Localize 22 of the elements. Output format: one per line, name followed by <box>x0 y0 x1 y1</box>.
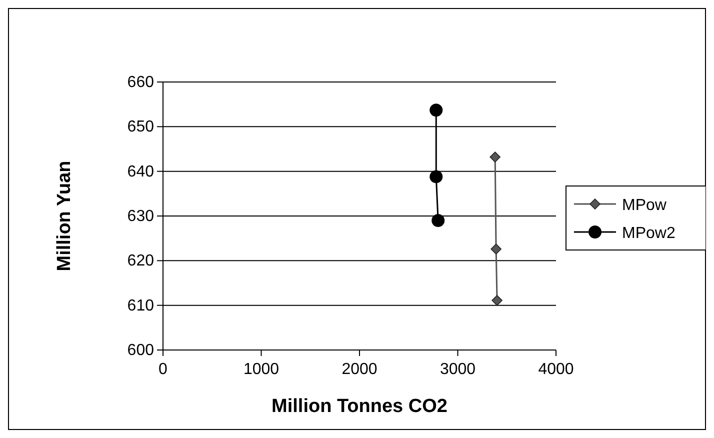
point <box>490 244 502 254</box>
y-tick-label: 640 <box>127 163 154 180</box>
point <box>430 170 443 184</box>
x-tick-label: 2000 <box>342 361 378 378</box>
y-tick-label: 650 <box>127 118 154 136</box>
point <box>490 152 500 162</box>
y-tick-label: 600 <box>127 342 154 359</box>
point <box>430 104 443 117</box>
y-tick-label: 630 <box>127 208 154 225</box>
x-tick-label: 0 <box>158 361 168 378</box>
legend-label: MPow <box>622 197 667 214</box>
x-axis-title: Million Tonnes CO2 <box>272 396 448 417</box>
x-tick-label: 4000 <box>538 361 574 378</box>
point <box>432 214 445 227</box>
y-tick-label: 620 <box>127 252 154 270</box>
legend-label: MPow2 <box>622 225 676 242</box>
x-tick-label: 3000 <box>440 361 476 378</box>
y-axis-title: Million Yuan <box>54 160 75 272</box>
x-tick-label: 1000 <box>243 361 280 378</box>
y-tick-label: 610 <box>127 297 154 314</box>
y-tick-label: 660 <box>127 74 154 91</box>
point <box>492 295 502 306</box>
